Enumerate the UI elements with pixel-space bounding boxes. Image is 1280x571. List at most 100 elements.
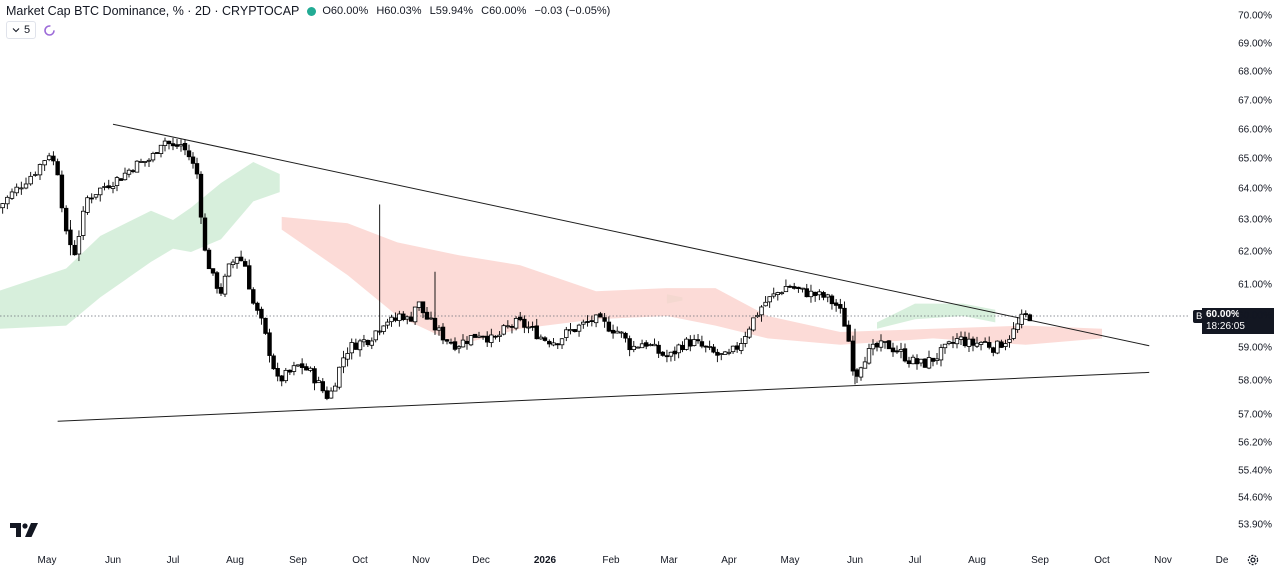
candle	[684, 337, 689, 351]
candle	[493, 335, 498, 340]
chart-legend: Market Cap BTC Dominance, % · 2D · CRYPT…	[6, 2, 610, 20]
candle	[275, 362, 280, 382]
candle	[755, 312, 760, 318]
candle	[28, 171, 33, 186]
cloud-band	[0, 162, 280, 329]
close-value: C60.00%	[481, 5, 527, 17]
candle	[142, 161, 148, 167]
candle	[484, 331, 490, 347]
candle	[978, 341, 984, 351]
candle	[102, 182, 107, 191]
candle	[672, 346, 678, 361]
candle	[779, 291, 785, 296]
candle	[783, 279, 789, 293]
candle	[680, 341, 685, 353]
candle	[910, 354, 916, 365]
symbol-title[interactable]: Market Cap BTC Dominance, % · 2D · CRYPT…	[6, 4, 300, 18]
candle	[505, 320, 511, 329]
candle	[19, 181, 24, 195]
time-tick-label: Nov	[412, 555, 430, 566]
trendline[interactable]	[57, 371, 1150, 422]
candle	[986, 336, 992, 350]
candle	[267, 328, 272, 363]
candle	[739, 338, 744, 355]
candle	[954, 333, 960, 349]
candle	[602, 313, 607, 328]
last-price-badge: 60.00% 18:26:05	[1202, 308, 1274, 334]
candle	[938, 344, 944, 367]
candle	[287, 369, 293, 375]
candle	[76, 230, 82, 262]
candle	[610, 324, 616, 339]
candle	[534, 318, 539, 340]
tradingview-logo-icon[interactable]	[9, 522, 39, 538]
cloud-band	[281, 216, 1102, 345]
candle	[862, 356, 868, 369]
candle	[5, 195, 10, 210]
candle	[902, 343, 908, 363]
candle	[308, 366, 313, 373]
candle	[842, 301, 847, 327]
candle	[796, 286, 801, 293]
candle	[33, 171, 38, 177]
candle	[385, 318, 390, 329]
candle	[771, 287, 776, 299]
candle	[114, 176, 120, 192]
candle	[894, 345, 900, 354]
price-tick-label: 66.00%	[1238, 124, 1272, 136]
indicators-collapse-button[interactable]: 5	[6, 21, 37, 39]
time-tick-label: Jun	[846, 555, 864, 566]
candle	[353, 338, 359, 350]
candle	[312, 366, 317, 391]
candle	[858, 366, 864, 381]
candle	[722, 350, 728, 355]
price-tick-label: 61.00%	[1238, 279, 1272, 291]
candle	[619, 331, 624, 338]
candle	[304, 363, 309, 371]
candle	[46, 152, 52, 162]
candle	[691, 334, 697, 347]
candle	[37, 163, 43, 180]
price-tick-label: 55.40%	[1238, 465, 1272, 477]
time-tick-label: Jun	[104, 555, 122, 566]
cloud-band	[877, 303, 996, 329]
candle	[412, 306, 418, 325]
candle	[538, 334, 544, 340]
candle	[551, 338, 556, 347]
candle	[14, 183, 19, 197]
trendline[interactable]	[112, 123, 1150, 347]
refresh-icon[interactable]	[42, 23, 56, 37]
candle	[150, 151, 156, 163]
candle	[660, 351, 665, 357]
candle	[898, 342, 904, 359]
candle	[568, 323, 573, 335]
time-tick-label: Feb	[602, 555, 620, 566]
candle	[530, 321, 535, 331]
legend-controls: 5	[6, 21, 56, 39]
candle	[648, 343, 653, 347]
candle	[126, 168, 132, 178]
candle	[85, 195, 90, 215]
candle	[664, 349, 670, 363]
candle	[703, 345, 708, 353]
time-axis[interactable]: May Jun Jul Aug Sep Oct Nov Dec 2026 Feb Mar Apr May…	[0, 548, 1240, 570]
candle	[337, 366, 342, 390]
candle	[958, 331, 964, 346]
candle	[593, 314, 599, 328]
candle	[934, 352, 940, 365]
candle	[572, 329, 578, 333]
candle	[970, 336, 976, 352]
candle	[106, 179, 111, 190]
settings-icon[interactable]	[1246, 553, 1260, 567]
candle	[42, 160, 47, 171]
candle	[468, 335, 474, 347]
candle	[242, 258, 248, 267]
candle	[134, 160, 140, 173]
low-value: L59.94%	[429, 5, 474, 17]
candle	[80, 206, 86, 241]
time-tick-label: De	[1215, 555, 1229, 566]
candle	[966, 332, 972, 352]
candle	[138, 158, 144, 163]
candle	[808, 284, 814, 303]
